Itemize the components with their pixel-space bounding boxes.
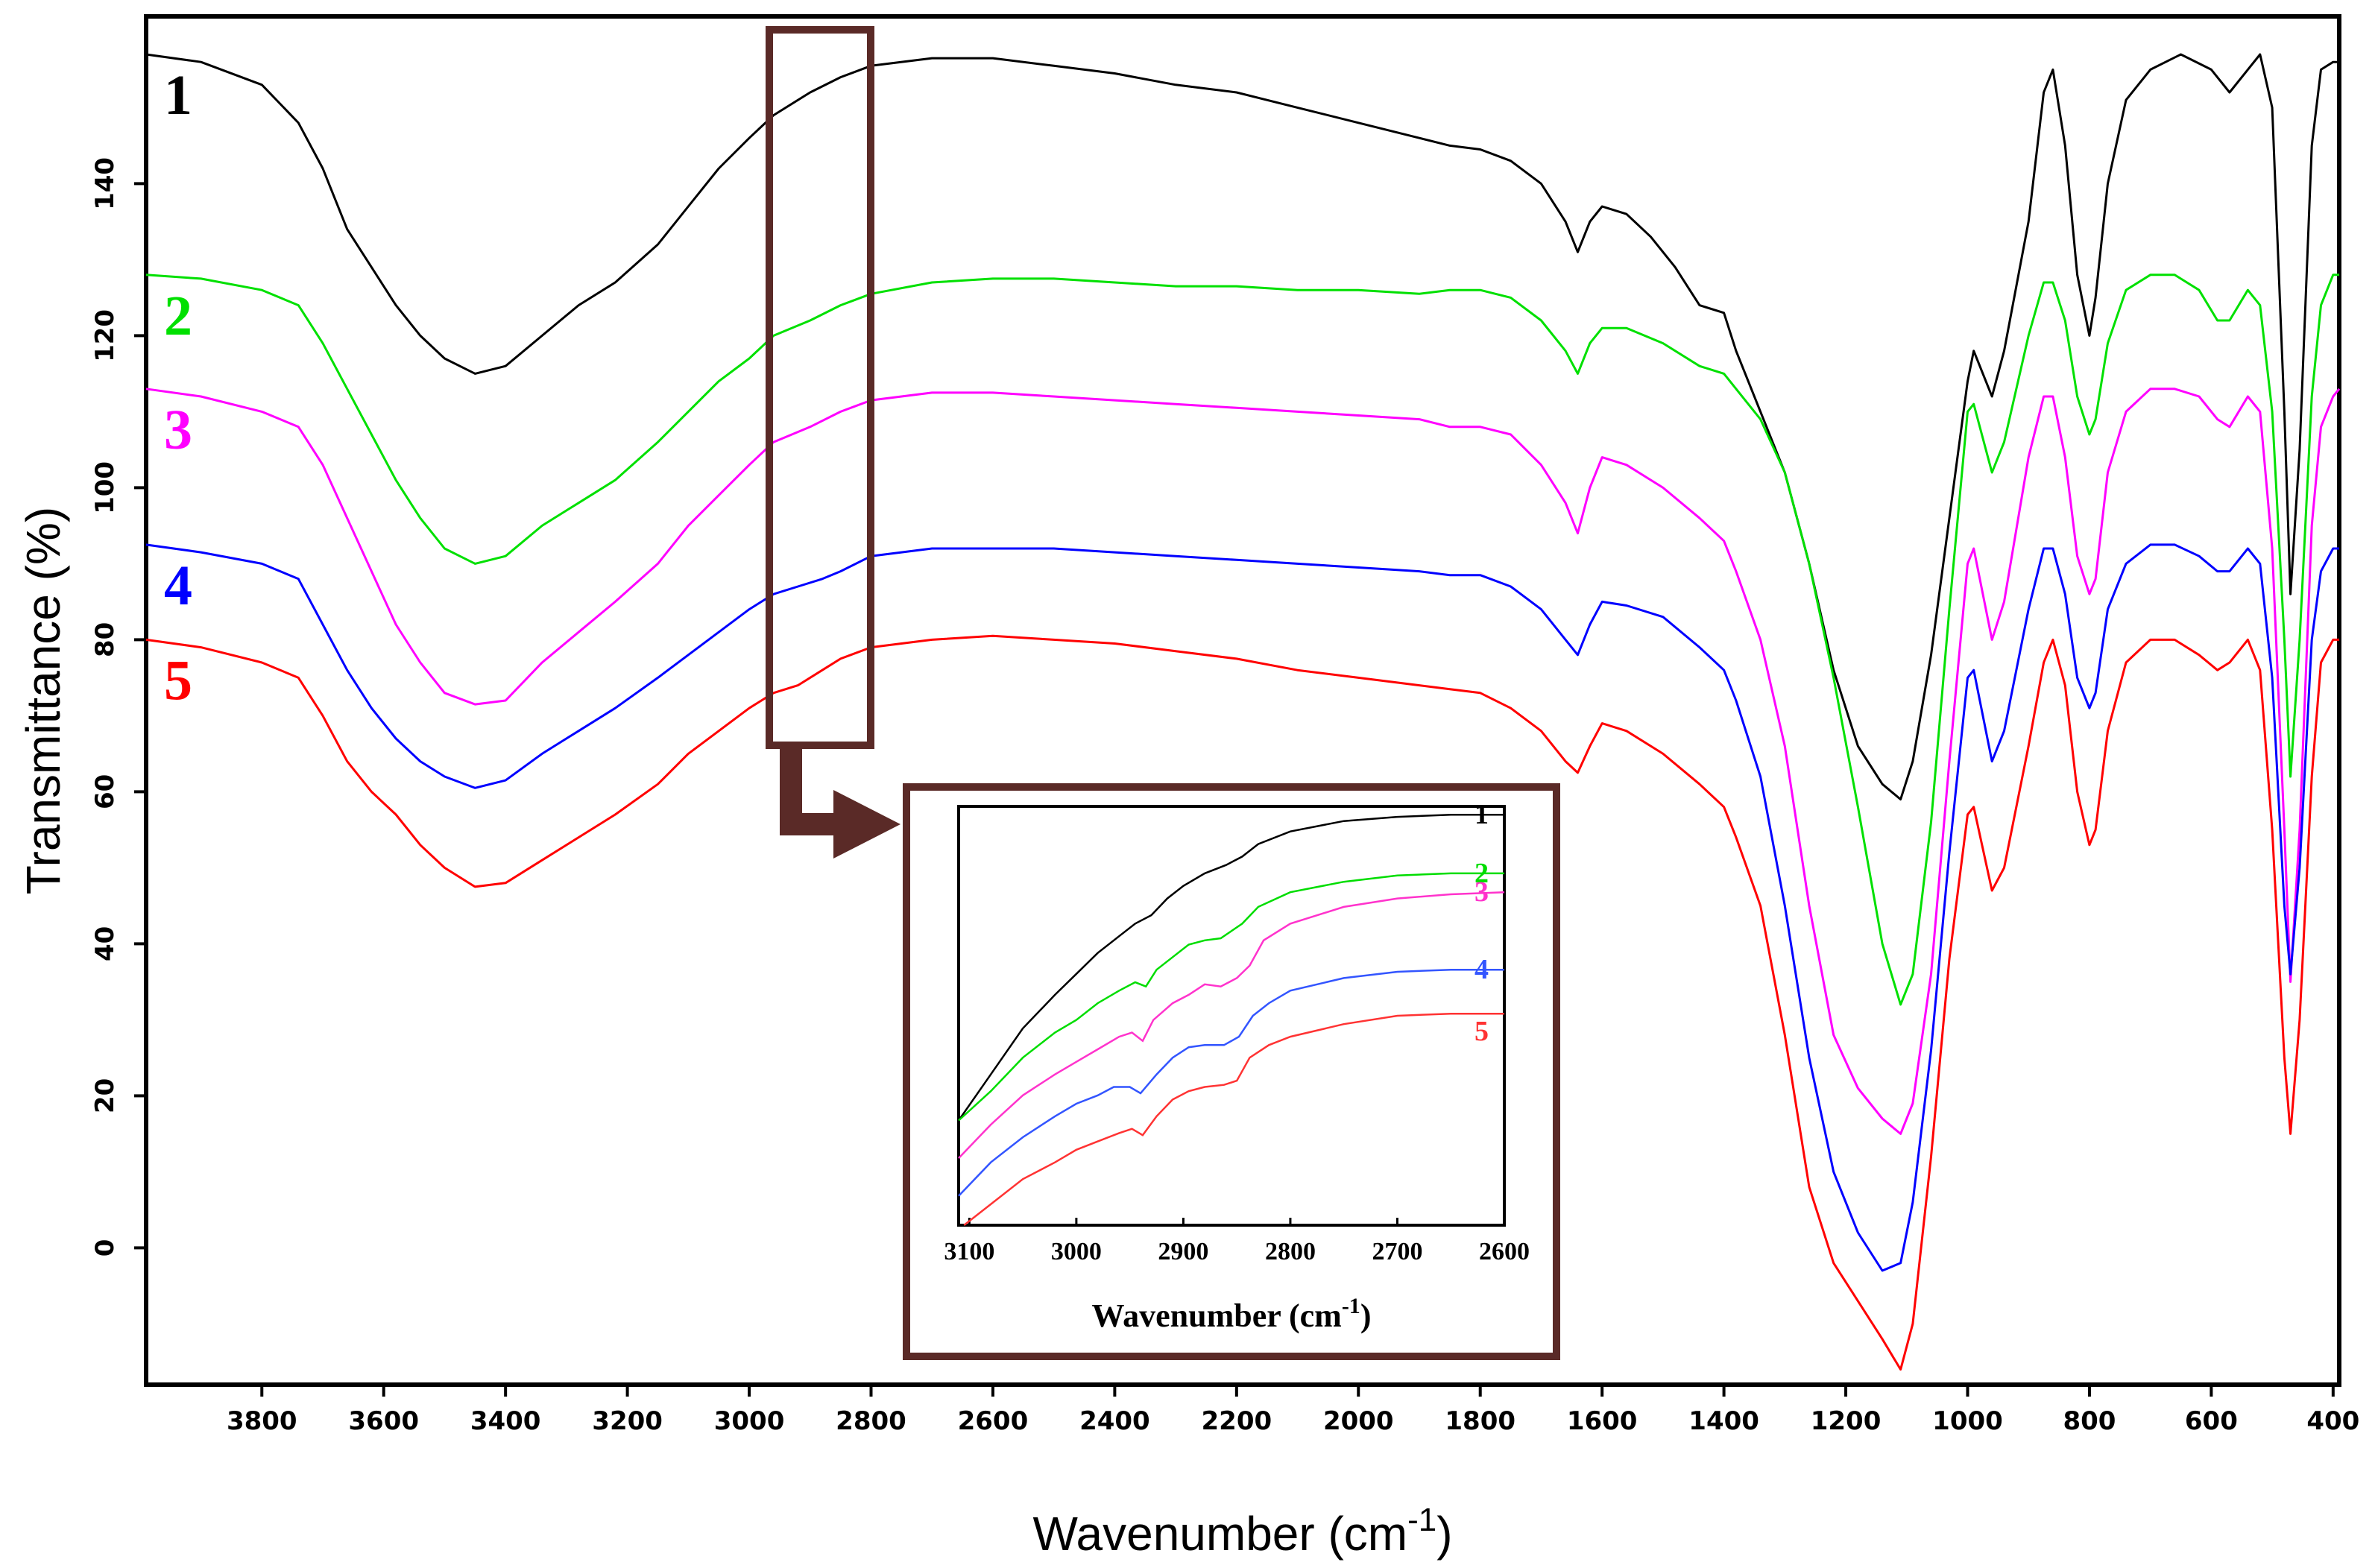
zoom-arrow-head [833, 790, 901, 859]
x-axis-ticks: 3800 3600 3400 3200 3000 2800 2600 2400 2200 2000… [227, 1385, 2359, 1436]
series-labels: 1 2 3 4 5 [164, 64, 192, 712]
x-tick-label: 3400 [470, 1406, 541, 1436]
series-label-3: 3 [164, 399, 192, 461]
y-tick-label: 40 [90, 926, 120, 961]
inset-series-label-3: 3 [1474, 876, 1489, 908]
x-tick-label: 800 [2063, 1406, 2116, 1436]
series-label-5: 5 [164, 649, 192, 712]
x-tick-label: 600 [2185, 1406, 2238, 1436]
x-tick-label: 2400 [1079, 1406, 1150, 1436]
x-tick-label: 3800 [227, 1406, 297, 1436]
inset-series-line-2 [958, 872, 1504, 1122]
inset-plot-frame [957, 805, 1506, 1227]
y-axis-ticks: 0 20 40 60 80 100 120 140 [90, 157, 146, 1256]
inset-x-tick-label: 3100 [944, 1238, 994, 1265]
inset-x-axis-ticks: 3100 3000 2900 2800 2700 2600 [944, 1218, 1530, 1265]
series-label-4: 4 [164, 554, 192, 617]
inset-series-line-5 [963, 1012, 1504, 1226]
x-tick-label: 3200 [592, 1406, 663, 1436]
series-label-1: 1 [164, 64, 192, 127]
zoom-arrow-stem [780, 745, 841, 835]
inset-x-tick-label: 2700 [1372, 1238, 1422, 1265]
x-tick-label: 1400 [1688, 1406, 1759, 1436]
series-line-3 [145, 388, 2341, 1135]
inset-series-lines [957, 813, 1505, 1226]
x-tick-label: 1800 [1445, 1406, 1515, 1436]
x-tick-label: 3600 [348, 1406, 419, 1436]
zoom-region-box [766, 26, 874, 749]
inset-x-tick-label: 3000 [1051, 1238, 1102, 1265]
x-axis-title: Wavenumber (cm-1) [1032, 1502, 1452, 1561]
x-tick-label: 2200 [1202, 1406, 1272, 1436]
x-tick-label: 1600 [1567, 1406, 1638, 1436]
inset-x-tick-label: 2800 [1265, 1238, 1316, 1265]
y-axis-title: Transmittance (%) [16, 507, 70, 894]
inset-series-label-1: 1 [1474, 799, 1489, 830]
x-tick-label: 2000 [1323, 1406, 1394, 1436]
y-tick-label: 80 [90, 622, 120, 657]
inset-series-label-4: 4 [1474, 954, 1489, 985]
series-line-5 [145, 634, 2339, 1371]
inset-series-label-2: 2 [1474, 858, 1489, 889]
series-label-2: 2 [164, 285, 192, 347]
series-lines [145, 53, 2341, 1371]
x-tick-label: 400 [2306, 1406, 2359, 1436]
x-tick-label: 3000 [714, 1406, 785, 1436]
inset-series-line-3 [958, 891, 1505, 1159]
y-tick-label: 20 [90, 1078, 120, 1113]
inset-series-label-5: 5 [1474, 1016, 1489, 1047]
inset-series-line-4 [958, 968, 1504, 1197]
series-line-2 [145, 274, 2339, 1006]
y-tick-label: 60 [90, 774, 120, 809]
series-line-1 [145, 53, 2339, 801]
x-tick-label: 2800 [836, 1406, 906, 1436]
y-tick-label: 120 [90, 309, 120, 362]
x-tick-label: 2600 [958, 1406, 1029, 1436]
y-tick-label: 100 [90, 461, 120, 514]
inset-x-tick-label: 2600 [1479, 1238, 1530, 1265]
y-tick-label: 0 [90, 1239, 120, 1257]
inset-x-axis-title-superscript: -1 [1342, 1294, 1360, 1318]
inset-x-tick-label: 2900 [1158, 1238, 1208, 1265]
series-line-4 [145, 543, 2339, 1272]
zoom-indicator [766, 26, 901, 859]
inset-x-axis-title: Wavenumber (cm-1) [1092, 1294, 1372, 1334]
inset-series-line-1 [957, 813, 1504, 1122]
x-axis-title-superscript: -1 [1407, 1502, 1436, 1538]
y-tick-label: 140 [90, 157, 120, 210]
x-tick-label: 1000 [1932, 1406, 2003, 1436]
x-tick-label: 1200 [1811, 1406, 1882, 1436]
